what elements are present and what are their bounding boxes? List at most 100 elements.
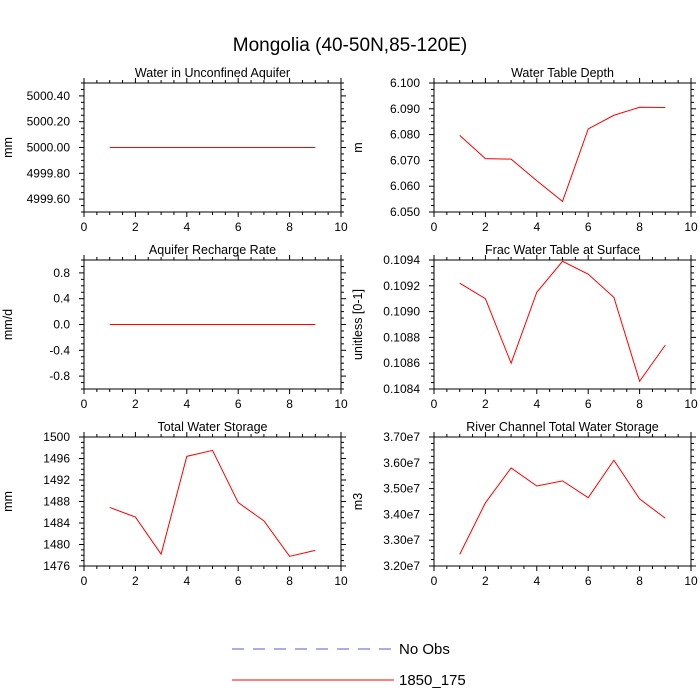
x-tick-label: 0 (431, 397, 438, 411)
y-axis-label: m (351, 142, 365, 152)
y-tick-label: 0.1092 (383, 279, 420, 293)
y-axis-label: mm (1, 137, 15, 158)
x-tick-label: 8 (286, 397, 293, 411)
legend-label-no-obs: No Obs (399, 641, 450, 658)
y-tick-label: 0.1086 (383, 356, 420, 370)
y-tick-label: 1500 (43, 430, 70, 444)
x-tick-label: 0 (81, 397, 88, 411)
y-tick-label: 6.070 (390, 153, 420, 167)
y-tick-label: 0.4 (53, 292, 70, 306)
y-tick-label: 3.50e7 (383, 482, 420, 496)
x-tick-label: 2 (132, 397, 139, 411)
y-tick-label: 3.60e7 (383, 456, 420, 470)
x-tick-label: 4 (183, 220, 190, 234)
panel-title: Water in Unconfined Aquifer (135, 66, 290, 80)
y-tick-label: 3.40e7 (383, 507, 420, 521)
x-tick-label: 8 (636, 220, 643, 234)
x-tick-label: 10 (334, 397, 348, 411)
plot-frame (433, 436, 692, 567)
y-axis-label: mm (1, 491, 15, 512)
x-tick-label: 8 (636, 397, 643, 411)
x-tick-label: 0 (431, 574, 438, 588)
y-tick-label: 0.1084 (383, 382, 420, 396)
panel-frac-water-table-at-surface: Frac Water Table at Surface unitless [0-1… (351, 243, 698, 411)
panel-water-table-depth: Water Table Depth m 0 2 4 6 8 10 6.050 6.060 6.070… (351, 66, 698, 234)
plot-frame (433, 259, 692, 390)
legend: No Obs 1850_175 (232, 641, 466, 689)
y-tick-label: 0.1088 (383, 330, 420, 344)
y-tick-label: 0.1090 (383, 305, 420, 319)
x-tick-label: 10 (334, 574, 348, 588)
y-tick-label: 6.080 (390, 128, 420, 142)
y-tick-label: 5000.40 (27, 89, 71, 103)
y-tick-label: 6.100 (390, 76, 420, 90)
y-tick-label: 4999.60 (27, 192, 71, 206)
x-tick-label: 2 (132, 220, 139, 234)
x-tick-label: 10 (684, 574, 698, 588)
x-tick-label: 2 (132, 574, 139, 588)
y-tick-label: 1484 (43, 516, 70, 530)
panels: Water in Unconfined Aquifer mm 0 2 4 6 8 10 4999… (1, 66, 698, 588)
series-line-river-channel-total-water-storage (459, 459, 666, 555)
figure-title: Mongolia (40-50N,85-120E) (233, 35, 467, 56)
x-tick-label: 0 (81, 220, 88, 234)
x-tick-label: 4 (533, 397, 540, 411)
y-tick-label: 1492 (43, 473, 70, 487)
x-tick-label: 4 (533, 574, 540, 588)
panel-title: Frac Water Table at Surface (485, 243, 640, 257)
x-tick-label: 10 (684, 220, 698, 234)
y-tick-label: 6.050 (390, 205, 420, 219)
y-tick-label: 1476 (43, 559, 70, 573)
x-tick-label: 8 (286, 220, 293, 234)
x-tick-label: 6 (235, 220, 242, 234)
y-tick-label: 5000.00 (27, 141, 71, 155)
panel-total-water-storage: Total Water Storage mm 0 2 4 6 8 10 1476 1480 1484… (1, 420, 348, 588)
x-tick-label: 6 (585, 397, 592, 411)
y-tick-label: 5000.20 (27, 115, 71, 129)
series-line-total-water-storage (109, 449, 316, 557)
y-tick-label: 0.0 (53, 318, 70, 332)
y-tick-label: 6.090 (390, 102, 420, 116)
panel-river-channel-total-water-storage: River Channel Total Water Storage m3 0 2 4 6 8… (351, 420, 698, 588)
series-line-water-table-depth (459, 106, 666, 203)
y-tick-label: 6.060 (390, 179, 420, 193)
y-axis-label: unitless [0-1] (351, 289, 365, 360)
x-tick-label: 6 (235, 397, 242, 411)
x-tick-label: 4 (183, 574, 190, 588)
x-tick-label: 6 (585, 574, 592, 588)
x-tick-label: 10 (684, 397, 698, 411)
x-tick-label: 4 (533, 220, 540, 234)
legend-label-1850-175: 1850_175 (399, 672, 466, 689)
x-tick-label: 4 (183, 397, 190, 411)
x-tick-label: 10 (334, 220, 348, 234)
plot-frame (83, 436, 342, 567)
y-tick-label: 1496 (43, 452, 70, 466)
y-tick-label: -0.4 (49, 343, 70, 357)
x-tick-label: 6 (235, 574, 242, 588)
series-line-frac-water-table-at-surface (459, 260, 666, 383)
y-tick-label: -0.8 (49, 369, 70, 383)
y-axis-label: mm/d (1, 309, 15, 340)
y-tick-label: 3.70e7 (383, 430, 420, 444)
y-tick-label: 0.1094 (383, 253, 420, 267)
panel-title: Water Table Depth (511, 66, 614, 80)
x-tick-label: 8 (286, 574, 293, 588)
y-axis-label: m3 (351, 493, 365, 510)
panel-title: River Channel Total Water Storage (466, 420, 659, 434)
y-tick-label: 3.20e7 (383, 559, 420, 573)
y-tick-label: 0.8 (53, 266, 70, 280)
x-tick-label: 2 (482, 397, 489, 411)
x-tick-label: 0 (81, 574, 88, 588)
panel-aquifer-recharge-rate: Aquifer Recharge Rate mm/d 0 2 4 6 8 10 -0.8 -0.4… (1, 243, 348, 411)
x-tick-label: 2 (482, 574, 489, 588)
panel-water-in-unconfined-aquifer: Water in Unconfined Aquifer mm 0 2 4 6 8 10 4999… (1, 66, 348, 234)
x-tick-label: 2 (482, 220, 489, 234)
x-tick-label: 8 (636, 574, 643, 588)
y-tick-label: 3.30e7 (383, 533, 420, 547)
panel-title: Total Water Storage (157, 420, 267, 434)
x-tick-label: 0 (431, 220, 438, 234)
y-tick-label: 1480 (43, 538, 70, 552)
y-tick-label: 1488 (43, 495, 70, 509)
panel-title: Aquifer Recharge Rate (149, 243, 276, 257)
